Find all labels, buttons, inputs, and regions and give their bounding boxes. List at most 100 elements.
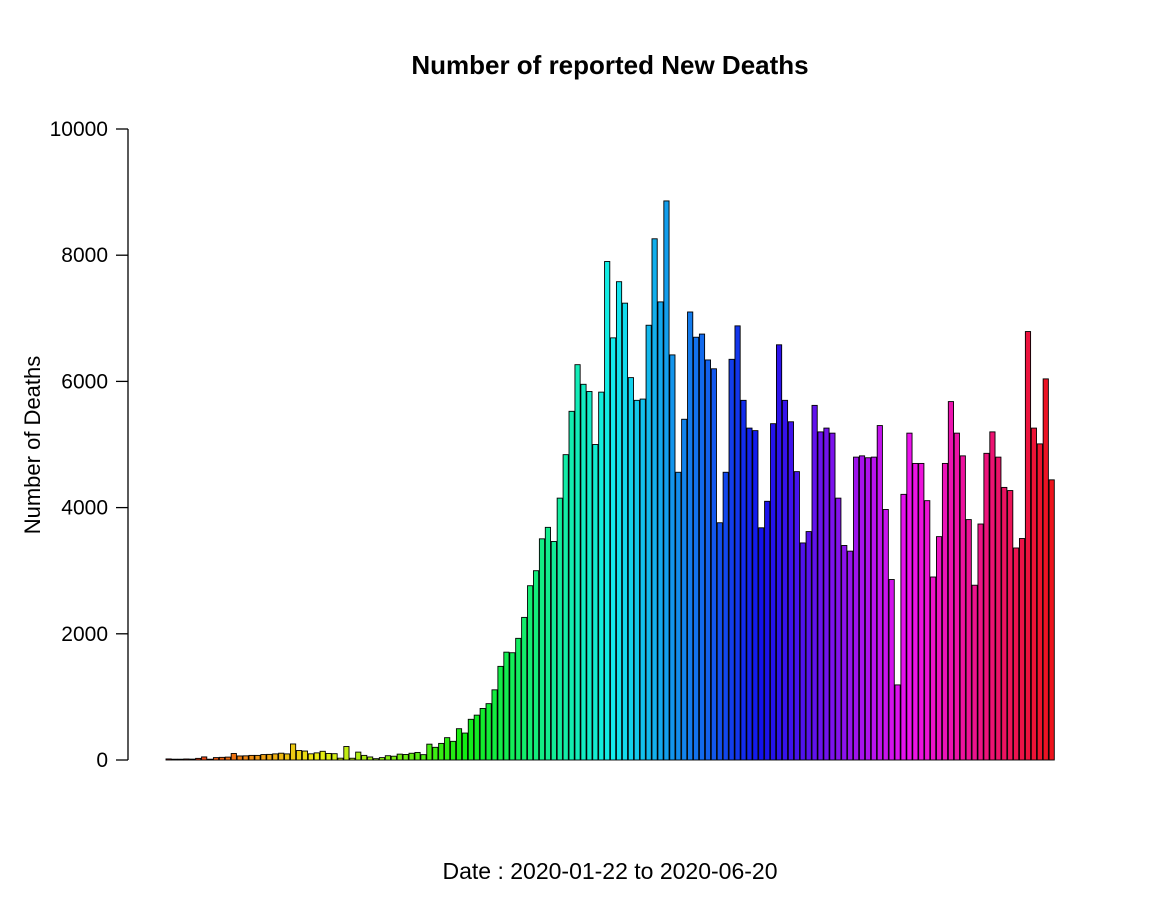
bar [1030,427,1037,761]
bar [876,425,883,761]
bar [355,751,362,761]
bar [888,579,895,761]
bar [337,757,344,761]
bar [301,750,308,761]
bar [764,500,771,761]
bar [331,753,338,761]
bar [835,497,842,761]
bar [230,753,237,761]
bar [550,541,557,761]
bar [580,383,587,761]
bar [349,757,356,761]
bar [971,584,978,761]
bar [1042,378,1049,761]
bar [195,757,202,761]
bar [947,401,954,761]
bar [1048,479,1055,761]
bar [870,456,877,761]
bar [953,432,960,761]
bar [224,756,231,761]
bar [408,752,415,761]
bar [983,452,990,761]
bar [770,423,777,761]
bar [669,354,676,761]
bar [278,752,285,761]
bar [995,456,1002,761]
chart-title: Number of reported New Deaths [411,50,809,80]
bar [361,754,368,761]
bar [485,703,492,761]
bar [941,462,949,761]
bar [989,431,996,761]
bar [663,200,670,761]
bar [438,742,445,761]
bar [171,758,178,761]
bar [728,358,735,761]
bar [284,753,291,761]
bar [568,410,575,761]
bar [853,456,860,761]
bar [313,752,320,761]
bar [390,755,397,761]
bar [207,758,214,761]
bar [236,755,243,761]
bar [242,755,249,761]
bar [503,651,510,761]
bar [930,576,937,761]
bar [521,616,528,761]
bar [805,531,812,761]
y-tick-label: 6000 [61,370,108,393]
bar [698,333,706,761]
bar [936,536,943,761]
bar [965,519,972,761]
bar [343,746,350,761]
bar [574,364,581,761]
bar [461,732,468,761]
bar [201,756,208,761]
bar [491,689,498,761]
bar [396,753,403,761]
bar [924,500,931,761]
bar [266,753,273,761]
bar [681,418,688,761]
bar [538,538,546,761]
bar [533,570,540,761]
bar [402,754,409,761]
bar [900,493,907,761]
bar [414,751,421,761]
bar [1024,331,1032,761]
bar [687,311,694,761]
bar [290,743,297,761]
bar [758,527,765,761]
bar [592,444,599,761]
y-tick-label: 10000 [50,118,108,141]
bar [473,714,480,761]
bar [817,431,824,761]
bar [811,404,818,761]
bar [1018,538,1026,761]
bar [586,391,593,761]
bar [651,238,658,761]
bar [254,754,261,761]
bar [906,432,913,761]
bar [248,754,255,761]
bar [479,708,486,761]
bar [858,455,866,761]
bar [177,758,184,761]
bar [378,757,386,761]
y-tick-label: 8000 [61,244,108,267]
bar [799,542,806,761]
bar [704,359,712,761]
x-axis-label: Date : 2020-01-22 to 2020-06-20 [442,858,778,884]
bar [562,454,569,761]
bar [604,261,611,761]
bar [847,550,854,761]
bar [829,432,836,761]
bar [455,728,463,761]
bar [307,753,314,761]
bar [367,756,374,761]
bar [823,427,830,761]
bar [645,324,652,761]
